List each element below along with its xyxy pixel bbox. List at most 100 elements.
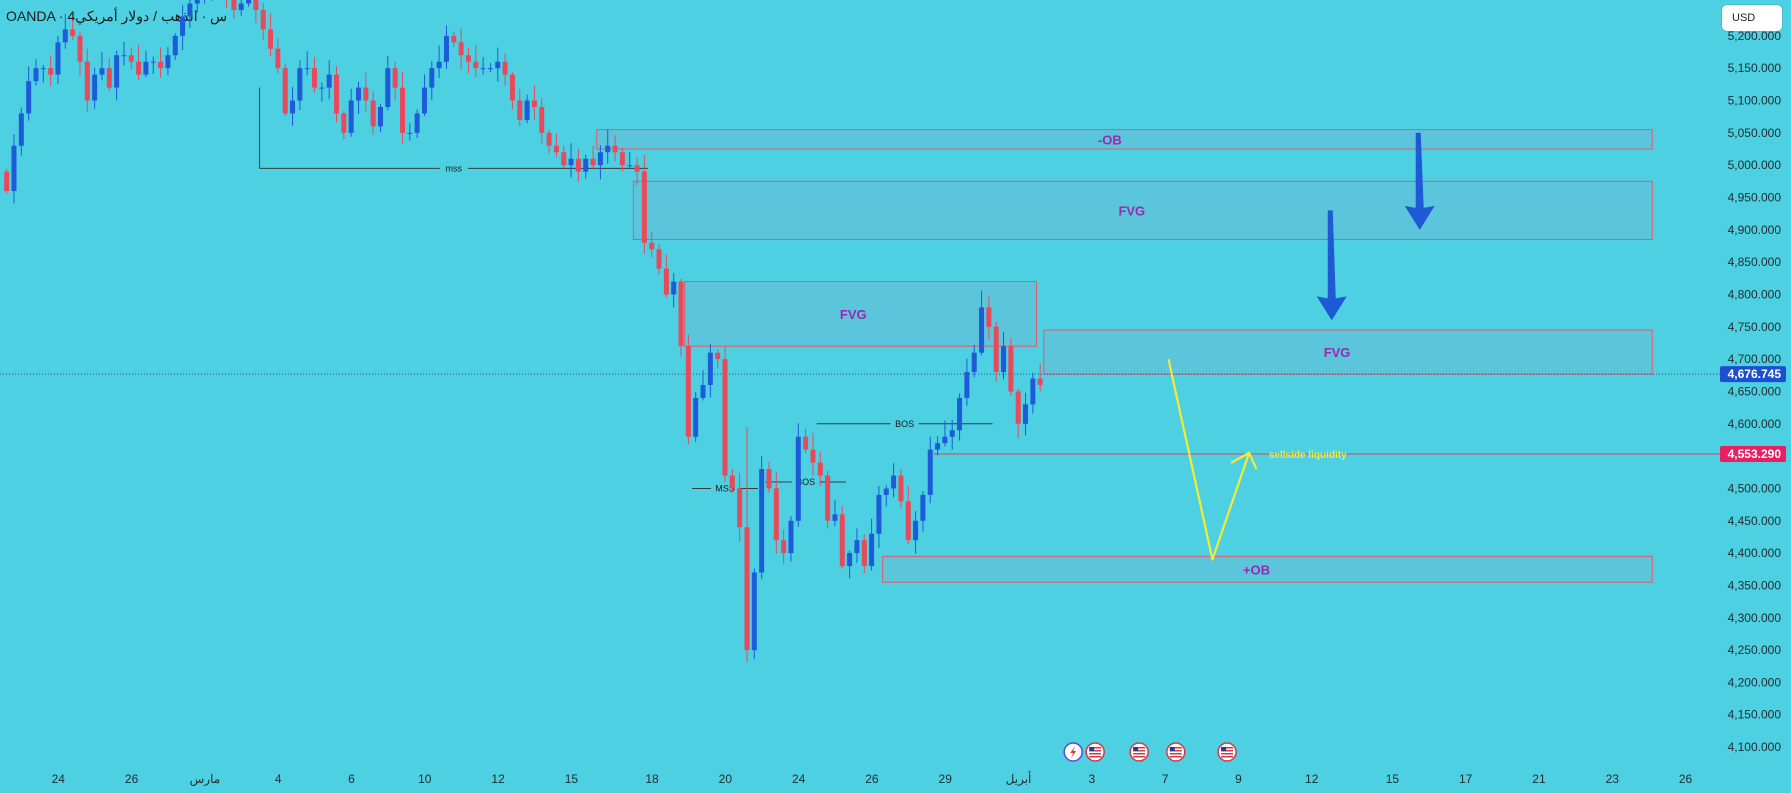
candle-body — [465, 55, 471, 62]
y-axis-label: 5,200.000 — [1728, 29, 1782, 43]
candle-body — [810, 449, 816, 463]
candle-body — [832, 514, 838, 521]
y-axis-label: 4,900.000 — [1728, 223, 1782, 237]
structure-label: BOS — [895, 419, 914, 429]
x-axis-label: 24 — [52, 772, 66, 786]
candle-body — [429, 68, 435, 88]
candle-body — [48, 68, 54, 75]
candle-body — [158, 61, 164, 69]
candle-body — [106, 68, 112, 88]
y-axis-label: 4,150.000 — [1728, 708, 1782, 722]
candle-body — [671, 281, 677, 295]
candle-body — [788, 520, 794, 554]
level-price-tag-bg — [1720, 445, 1786, 462]
y-axis-label: 4,950.000 — [1728, 191, 1782, 205]
currency-button[interactable]: USD — [1722, 5, 1782, 31]
candle-body — [964, 372, 970, 398]
candle-body — [869, 533, 875, 567]
candle-body — [678, 281, 684, 347]
candle-body — [1001, 346, 1007, 373]
candle-body — [715, 352, 721, 360]
candle-body — [561, 152, 567, 166]
candle-body — [641, 171, 647, 243]
candle-body — [11, 145, 17, 192]
x-axis-label: أبريل — [1006, 771, 1032, 786]
zone-box — [632, 180, 1653, 241]
zone-label: FVG — [1324, 345, 1351, 360]
x-axis-label: 9 — [1235, 772, 1242, 786]
x-axis-label: 12 — [1305, 772, 1319, 786]
structure-label-bg — [439, 162, 468, 174]
candle-body — [33, 68, 39, 82]
x-axis-label: 15 — [1386, 772, 1400, 786]
structure-label: BOS — [796, 477, 815, 487]
y-axis-label: 4,400.000 — [1728, 546, 1782, 560]
candle-body — [114, 55, 120, 88]
candle-body — [231, 0, 237, 10]
candle-body — [356, 87, 362, 101]
candle-body — [275, 48, 281, 69]
candle-body — [348, 100, 354, 133]
us-flag-event-icon[interactable] — [1129, 742, 1149, 762]
candle-body — [1008, 346, 1014, 392]
x-axis-label: 21 — [1532, 772, 1546, 786]
candle-body — [180, 16, 186, 36]
x-axis-label: 10 — [418, 772, 432, 786]
y-axis-label: 5,000.000 — [1728, 158, 1782, 172]
us-flag-event-icon[interactable] — [1166, 742, 1186, 762]
lightning-event-icon[interactable] — [1063, 742, 1083, 762]
candle-body — [392, 68, 398, 88]
candle-body — [649, 242, 655, 250]
us-flag-event-icon[interactable] — [1217, 742, 1237, 762]
x-axis-label: 15 — [565, 772, 579, 786]
candle-body — [920, 494, 926, 521]
candle-body — [773, 488, 779, 541]
x-axis-label: مارس — [190, 772, 221, 786]
candle-body — [847, 553, 853, 567]
candle-body — [473, 61, 479, 69]
candle-body — [568, 158, 574, 166]
current-price-tag-bg — [1720, 366, 1786, 383]
candle-body — [597, 152, 603, 166]
candle-body — [722, 359, 728, 476]
y-axis-label: 4,450.000 — [1728, 514, 1782, 528]
candle-body — [194, 0, 200, 4]
candle-body — [744, 527, 750, 651]
y-axis-label: 4,650.000 — [1728, 384, 1782, 398]
y-axis-label: 4,300.000 — [1728, 611, 1782, 625]
x-axis-label: 7 — [1162, 772, 1169, 786]
candle-body — [40, 68, 46, 70]
x-axis-label: 23 — [1606, 772, 1620, 786]
us-flag-event-icon[interactable] — [1085, 742, 1105, 762]
candle-body — [407, 132, 413, 134]
candle-body — [627, 165, 633, 167]
candle-body — [334, 74, 340, 114]
candle-body — [795, 436, 801, 521]
candle-body — [575, 158, 581, 172]
y-axis-label: 5,150.000 — [1728, 61, 1782, 75]
candle-body — [502, 61, 508, 75]
candle-body — [70, 29, 76, 36]
candle-body — [312, 68, 318, 88]
candle-body — [1030, 378, 1036, 405]
candle-body — [993, 326, 999, 373]
candle-body — [971, 352, 977, 373]
candle-body — [759, 469, 765, 573]
y-axis-label: 4,850.000 — [1728, 255, 1782, 269]
candle-body — [92, 74, 98, 101]
candle-body — [766, 469, 772, 489]
y-axis-label: 4,200.000 — [1728, 675, 1782, 689]
candle-body — [693, 397, 699, 437]
candle-body — [297, 68, 303, 101]
y-axis-label: 4,350.000 — [1728, 578, 1782, 592]
candle-body — [414, 113, 420, 133]
candle-body — [839, 514, 845, 567]
x-axis-label: 3 — [1088, 772, 1095, 786]
y-axis-label: 4,250.000 — [1728, 643, 1782, 657]
candle-body — [443, 35, 449, 62]
candle-body — [509, 74, 515, 101]
candle-body — [55, 42, 61, 75]
candle-body — [370, 100, 376, 127]
